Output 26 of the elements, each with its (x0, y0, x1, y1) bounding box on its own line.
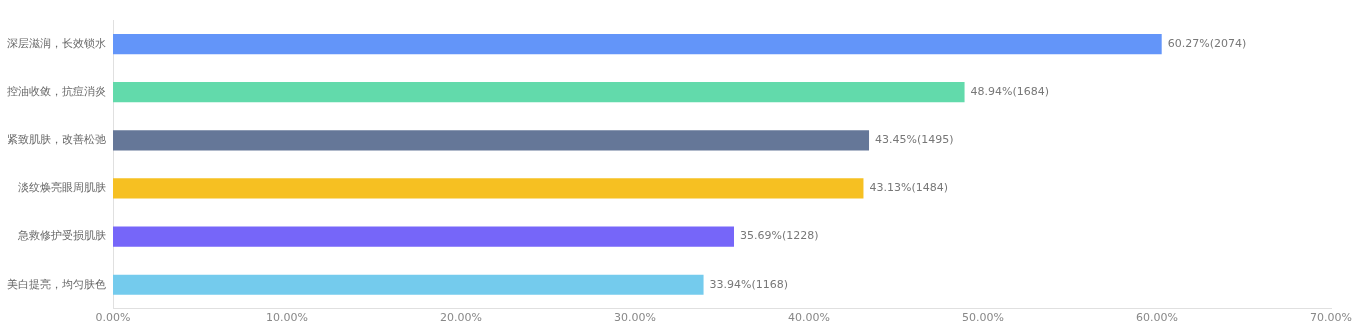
x-tick-label: 50.00% (962, 311, 1004, 325)
x-tick-label: 40.00% (788, 311, 830, 325)
data-label: 35.69%(1228) (740, 229, 819, 243)
x-tick-label: 70.00% (1310, 311, 1352, 325)
x-tick-label: 60.00% (1136, 311, 1178, 325)
y-tick-label: 美白提亮，均匀肤色 (7, 277, 106, 291)
x-tick-label: 30.00% (614, 311, 656, 325)
x-tick-label: 0.00% (95, 311, 131, 325)
x-tick-label: 20.00% (440, 311, 482, 325)
y-tick-label: 控油收敛，抗痘消炎 (7, 85, 106, 99)
bar (113, 33, 1162, 55)
y-tick-label: 紧致肌肤，改善松弛 (7, 133, 106, 147)
bar (113, 274, 704, 295)
data-label: 48.94%(1684) (970, 85, 1050, 99)
data-label: 60.27%(2074) (1167, 36, 1247, 50)
bar (113, 226, 735, 247)
bar (113, 130, 870, 151)
data-label: 43.45%(1495) (875, 133, 954, 147)
y-tick-label: 淡纹焕亮眼周肌肤 (18, 181, 106, 195)
y-tick-label: 急救修护受损肌肤 (17, 229, 106, 243)
bar (113, 178, 864, 199)
data-label: 33.94%(1168) (709, 277, 789, 291)
data-label: 43.13%(1484) (869, 181, 948, 195)
bar (113, 82, 965, 103)
y-tick-label: 深层滋润，长效锁水 (7, 36, 106, 50)
x-tick-label: 10.00% (266, 311, 308, 325)
